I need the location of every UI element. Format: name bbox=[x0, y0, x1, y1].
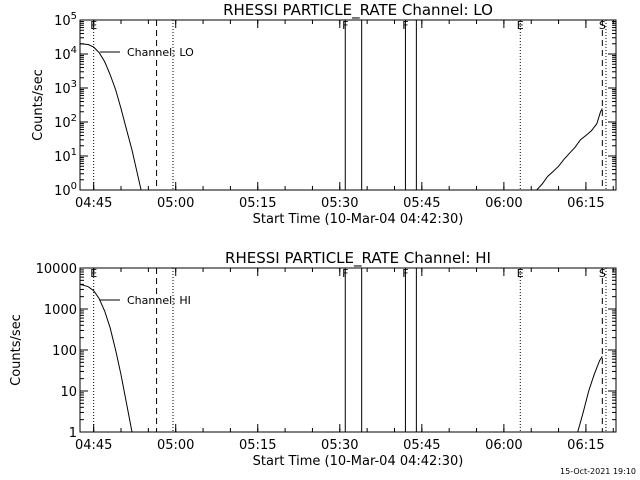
data-series-line bbox=[577, 356, 603, 433]
event-marker-label: S bbox=[599, 19, 606, 32]
y-tick-label: 100 bbox=[54, 181, 77, 199]
x-tick-label: 06:15 bbox=[567, 438, 604, 453]
y-tick-label: 10000 bbox=[36, 262, 77, 277]
event-marker-label: S bbox=[599, 267, 606, 280]
x-axis-label: Start Time (10-Mar-04 04:42:30) bbox=[253, 212, 464, 227]
event-marker-label: E bbox=[517, 267, 524, 280]
x-tick-label: 05:45 bbox=[403, 438, 440, 453]
y-tick-label: 105 bbox=[54, 11, 77, 29]
data-series-line bbox=[79, 283, 133, 433]
lo-channel-chart: RHESSI PARTICLE_RATE Channel: LO 04:45 05:… bbox=[31, 1, 617, 227]
y-tick-label: 100 bbox=[52, 344, 77, 359]
y-axis-label: Counts/sec bbox=[9, 314, 24, 386]
y-tick-label: 102 bbox=[54, 113, 77, 131]
x-tick-label: 06:15 bbox=[567, 196, 604, 211]
y-tick-label: 104 bbox=[54, 45, 77, 63]
x-tick-label: 05:00 bbox=[157, 438, 194, 453]
x-tick-label: 05:45 bbox=[403, 196, 440, 211]
y-tick-label: 1 bbox=[69, 426, 77, 441]
y-tick-label: 10 bbox=[60, 385, 77, 400]
x-tick-label: 05:30 bbox=[321, 438, 358, 453]
x-axis-label: Start Time (10-Mar-04 04:42:30) bbox=[253, 454, 464, 469]
event-marker-label: F bbox=[342, 267, 348, 280]
x-tick-label: 05:15 bbox=[239, 196, 276, 211]
data-series-line bbox=[536, 108, 603, 191]
x-tick-label: 05:00 bbox=[157, 196, 194, 211]
y-tick-label: 101 bbox=[54, 147, 77, 165]
x-tick-label: 05:15 bbox=[239, 438, 276, 453]
event-marker-label: F bbox=[402, 267, 408, 280]
x-tick-label: 04:45 bbox=[75, 438, 112, 453]
data-series-line bbox=[79, 43, 142, 191]
event-marker-label: F bbox=[342, 19, 348, 32]
x-tick-label: 06:00 bbox=[485, 438, 522, 453]
x-tick-label: 04:45 bbox=[75, 196, 112, 211]
event-marker-label: F bbox=[402, 19, 408, 32]
hi-channel-chart: RHESSI PARTICLE_RATE Channel: HI 04:45 05:… bbox=[9, 249, 617, 469]
plot-frame bbox=[79, 267, 617, 433]
y-tick-label: 103 bbox=[54, 79, 77, 97]
event-marker-label: E bbox=[90, 19, 97, 32]
event-marker-label: E bbox=[90, 267, 97, 280]
event-marker-label: E bbox=[517, 19, 524, 32]
y-axis-label: Counts/sec bbox=[31, 69, 46, 141]
y-tick-label: 1000 bbox=[44, 303, 77, 318]
x-tick-label: 05:30 bbox=[321, 196, 358, 211]
plot-frame bbox=[79, 19, 617, 191]
x-tick-label: 06:00 bbox=[485, 196, 522, 211]
legend-label: Channel: LO bbox=[127, 46, 194, 59]
legend-label: Channel: HI bbox=[127, 294, 191, 307]
chart-title: RHESSI PARTICLE_RATE Channel: HI bbox=[225, 249, 491, 268]
footer-timestamp: 15-Oct-2021 19:10 bbox=[560, 467, 636, 476]
chart-title: RHESSI PARTICLE_RATE Channel: LO bbox=[223, 1, 493, 20]
